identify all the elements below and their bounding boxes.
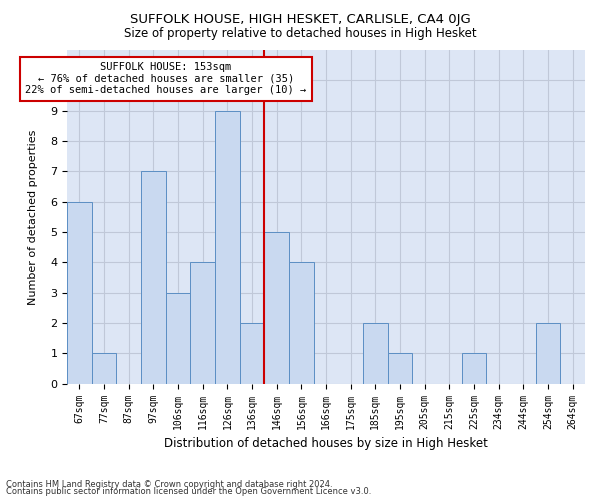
Text: SUFFOLK HOUSE: 153sqm
← 76% of detached houses are smaller (35)
22% of semi-deta: SUFFOLK HOUSE: 153sqm ← 76% of detached … xyxy=(25,62,307,96)
Bar xyxy=(215,110,240,384)
Bar xyxy=(190,262,215,384)
Bar xyxy=(265,232,289,384)
Y-axis label: Number of detached properties: Number of detached properties xyxy=(28,129,38,304)
Text: SUFFOLK HOUSE, HIGH HESKET, CARLISLE, CA4 0JG: SUFFOLK HOUSE, HIGH HESKET, CARLISLE, CA… xyxy=(130,12,470,26)
Text: Contains public sector information licensed under the Open Government Licence v3: Contains public sector information licen… xyxy=(6,488,371,496)
Bar xyxy=(166,292,190,384)
Bar xyxy=(388,354,412,384)
X-axis label: Distribution of detached houses by size in High Hesket: Distribution of detached houses by size … xyxy=(164,437,488,450)
Text: Size of property relative to detached houses in High Hesket: Size of property relative to detached ho… xyxy=(124,28,476,40)
Bar xyxy=(67,202,92,384)
Bar xyxy=(536,323,560,384)
Bar xyxy=(92,354,116,384)
Bar xyxy=(289,262,314,384)
Bar xyxy=(240,323,265,384)
Bar xyxy=(461,354,487,384)
Bar xyxy=(141,172,166,384)
Bar xyxy=(363,323,388,384)
Text: Contains HM Land Registry data © Crown copyright and database right 2024.: Contains HM Land Registry data © Crown c… xyxy=(6,480,332,489)
